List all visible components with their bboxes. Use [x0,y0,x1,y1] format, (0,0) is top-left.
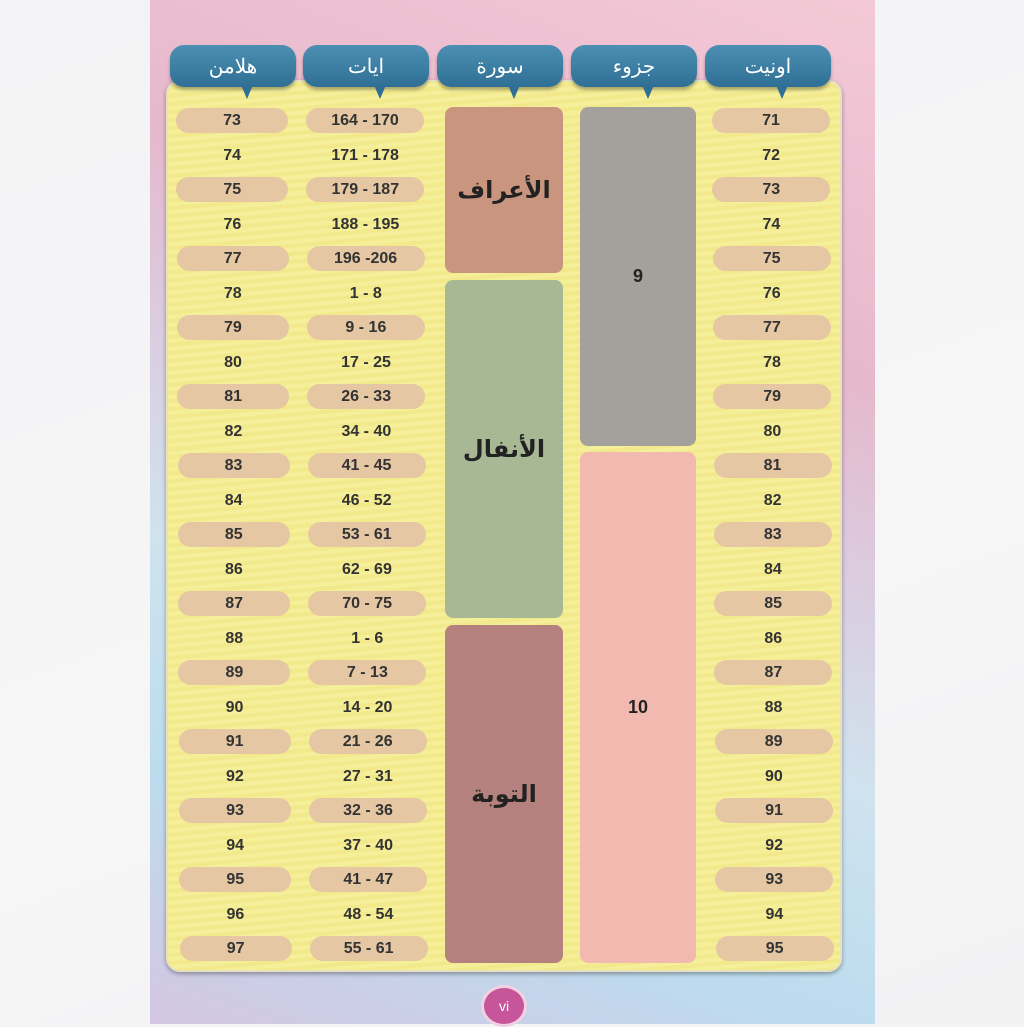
cell-unit: 89 [714,729,833,754]
cell-page: 88 [225,629,244,647]
cell-ayat: 1 - 6 [351,629,384,647]
cell-page: 82 [224,422,243,440]
cell-unit: 72 [762,146,781,164]
cell-ayat: 188 - 195 [331,215,400,233]
cell-page: 97 [179,936,292,961]
cell-ayat: 9 - 16 [306,315,425,340]
cell-page: 86 [225,560,243,578]
cell-ayat: 1 - 8 [349,284,382,302]
cell-ayat: 196 -206 [306,246,425,271]
cell-unit: 71 [712,108,830,133]
cell-page: 74 [223,146,242,164]
cell-page: 87 [178,591,291,616]
cell-unit: 79 [713,384,832,409]
header-ayat: ايات [303,45,429,99]
cell-page: 77 [176,246,289,271]
cell-unit: 94 [765,905,784,923]
cell-ayat: 32 - 36 [309,798,427,823]
cell-ayat: 34 - 40 [341,422,392,440]
cell-page: 73 [176,108,288,133]
cell-ayat: 55 - 61 [309,936,428,961]
cell-page: 76 [223,215,242,233]
cell-unit: 84 [764,560,782,578]
juz-block: 10 [580,452,696,963]
cell-ayat: 164 - 170 [306,108,424,133]
cell-page: 83 [177,453,290,478]
cell-ayat: 14 - 20 [342,698,393,716]
cell-unit: 90 [764,767,783,785]
cell-unit: 91 [715,798,833,823]
cell-unit: 95 [715,936,834,961]
cell-unit: 93 [715,867,834,892]
header-page: هلامن [170,45,296,99]
cell-ayat: 41 - 45 [307,453,426,478]
surahs-block: الأعراف [445,107,563,273]
header-unit: اونيت [705,45,831,99]
cell-unit: 76 [762,284,781,302]
cell-page: 80 [224,353,242,371]
header-surah: سورة [437,45,563,99]
cell-ayat: 48 - 54 [343,905,394,923]
cell-page: 92 [225,767,244,785]
cell-page: 84 [224,491,243,509]
cell-unit: 86 [764,629,783,647]
cell-ayat: 26 - 33 [307,384,426,409]
cell-ayat: 17 - 25 [341,353,391,371]
cell-page: 81 [177,384,290,409]
cell-unit: 85 [714,591,833,616]
cell-unit: 80 [763,422,782,440]
cell-unit: 87 [714,660,833,685]
cell-ayat: 46 - 52 [341,491,392,509]
cell-ayat: 41 - 47 [309,867,428,892]
cell-ayat: 171 - 178 [331,146,399,164]
cell-page: 90 [225,698,244,716]
juz-block: 9 [580,107,696,446]
cell-page: 78 [223,284,242,302]
cell-ayat: 53 - 61 [307,522,426,547]
cell-page: 79 [176,315,289,340]
cell-page: 95 [179,867,292,892]
cell-ayat: 62 - 69 [342,560,392,578]
cell-unit: 81 [713,453,832,478]
cell-unit: 88 [764,698,783,716]
cell-unit: 74 [762,215,781,233]
cell-unit: 78 [763,353,781,371]
cell-page: 96 [226,905,245,923]
header-juz: جزوء [571,45,697,99]
cell-unit: 77 [712,315,831,340]
surahs-block: التوبة [445,624,563,963]
cell-ayat: 27 - 31 [342,767,393,785]
cell-unit: 92 [765,836,784,854]
cell-page: 93 [179,798,291,823]
cell-unit: 73 [712,177,831,202]
cell-page: 89 [178,660,291,685]
surahs-block: الأنفال [445,279,563,618]
cell-unit: 82 [763,491,782,509]
cell-page: 91 [178,729,291,754]
cell-unit: 75 [712,246,831,271]
cell-ayat: 21 - 26 [308,729,427,754]
cell-ayat: 7 - 13 [308,660,427,685]
cell-page: 85 [177,522,290,547]
cell-ayat: 70 - 75 [308,591,427,616]
cell-page: 75 [176,177,289,202]
page-number: vi [481,985,527,1027]
cell-unit: 83 [713,522,832,547]
cell-ayat: 37 - 40 [343,836,394,854]
cell-ayat: 179 - 187 [306,177,425,202]
cell-page: 94 [226,836,245,854]
